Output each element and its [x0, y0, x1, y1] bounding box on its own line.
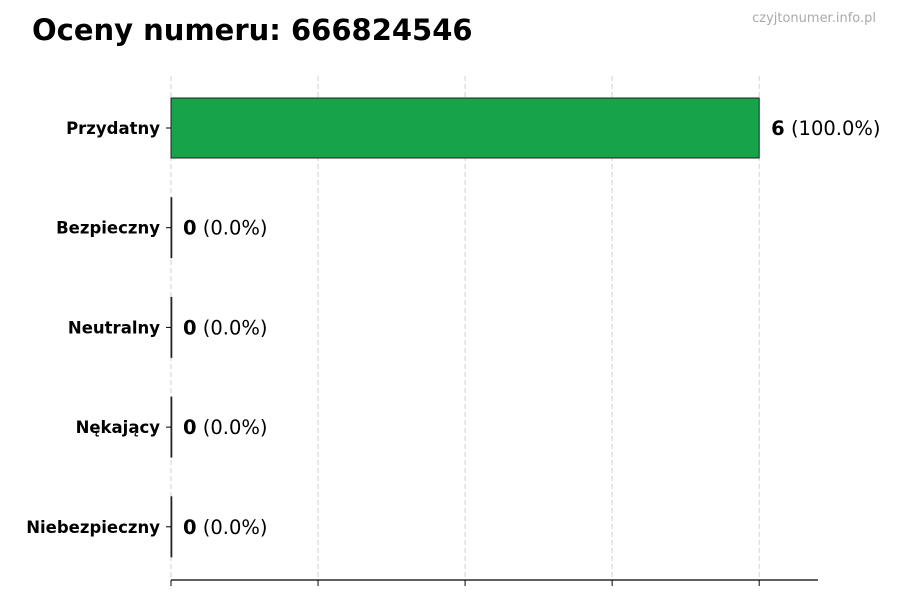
- chart-title: Oceny numeru: 666824546: [32, 13, 473, 47]
- bars: 6 (100.0%)0 (0.0%)0 (0.0%)0 (0.0%)0 (0.0…: [170, 97, 881, 558]
- value-percent: (0.0%): [197, 416, 268, 439]
- category-label: Neutralny: [68, 318, 160, 337]
- x-axis: Przydatny Bezpieczny Neutralny Nękający Nieb…: [26, 119, 818, 586]
- category-label: Przydatny: [66, 119, 160, 138]
- category-label: Bezpieczny: [56, 219, 160, 238]
- value-label: 0 (0.0%): [183, 316, 268, 339]
- grid: [170, 76, 760, 580]
- value-percent: (100.0%): [785, 117, 881, 140]
- category-label: Niebezpieczny: [26, 518, 160, 537]
- value-count: 0: [183, 516, 197, 539]
- category-label: Nękający: [76, 418, 161, 437]
- value-label: 0 (0.0%): [183, 416, 268, 439]
- value-percent: (0.0%): [197, 316, 268, 339]
- value-count: 0: [183, 217, 197, 240]
- watermark: czyjtonumer.info.pl: [752, 11, 876, 26]
- value-label: 0 (0.0%): [183, 516, 268, 539]
- value-label: 0 (0.0%): [183, 217, 268, 240]
- value-percent: (0.0%): [197, 516, 268, 539]
- value-percent: (0.0%): [197, 217, 268, 240]
- bar-niebezpieczny: [170, 496, 173, 558]
- bar-neutralny: [170, 296, 173, 358]
- bar-nękający: [170, 396, 173, 458]
- bar-bezpieczny: [170, 197, 173, 259]
- value-count: 0: [183, 316, 197, 339]
- value-count: 6: [771, 117, 785, 140]
- value-count: 0: [183, 416, 197, 439]
- value-label: 6 (100.0%): [771, 117, 880, 140]
- bar-przydatny: [170, 97, 760, 159]
